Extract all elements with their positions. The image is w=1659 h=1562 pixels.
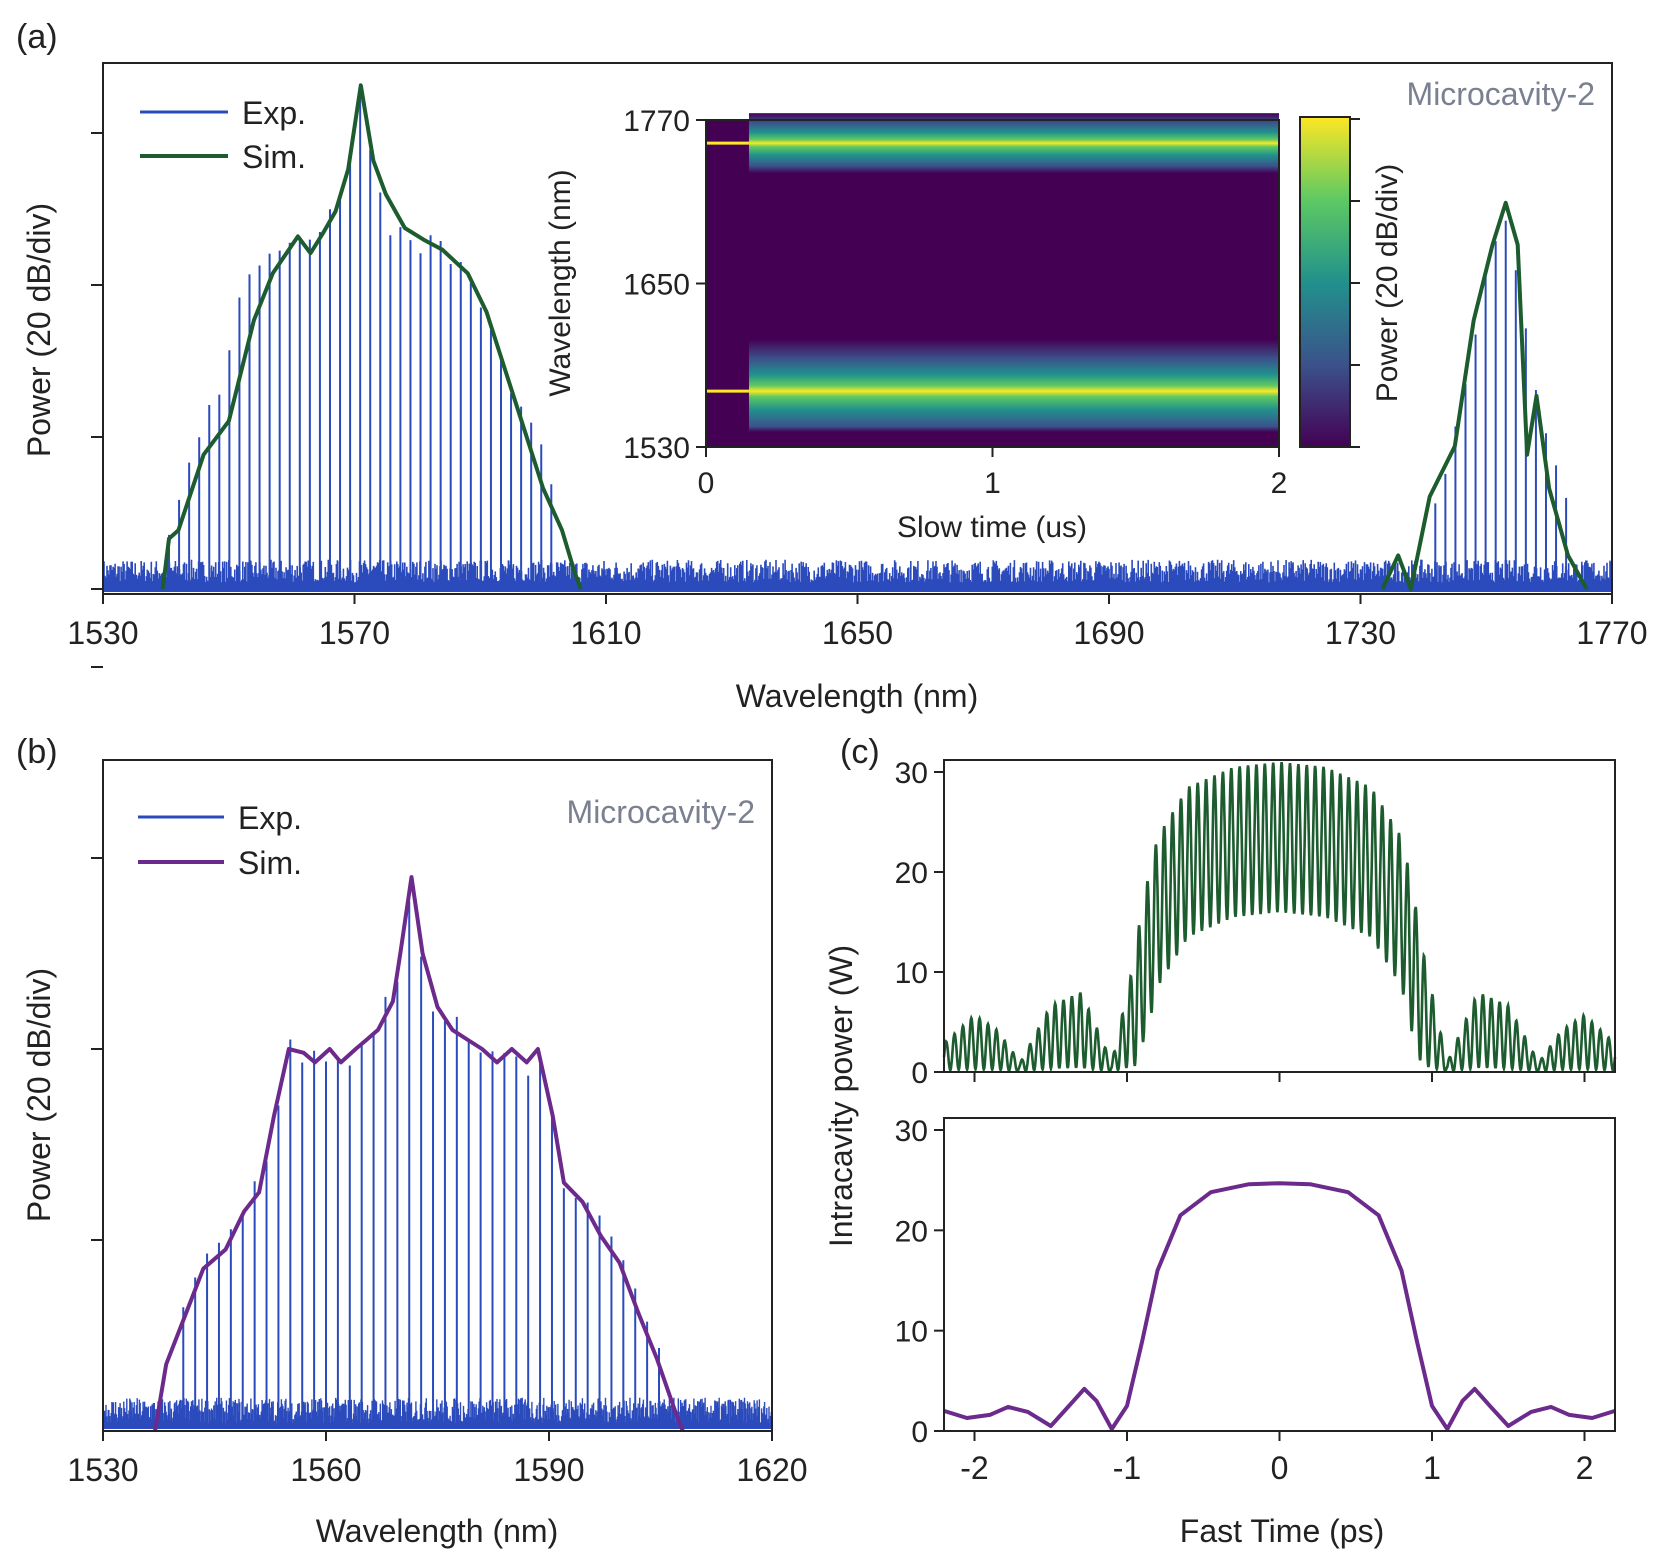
c-x-tick-label: 0 bbox=[1271, 1450, 1289, 1486]
inset-x-axis-label: Slow time (us) bbox=[897, 511, 1087, 544]
b-x-tick-label: 1620 bbox=[736, 1452, 807, 1488]
c-top-y-ticks: 0 10 20 30 bbox=[895, 757, 944, 1090]
a-x-tick-label: 1650 bbox=[822, 615, 893, 651]
panel-a: 1530 1570 1610 1650 1690 1730 1770 Wavelength … bbox=[21, 62, 1648, 714]
colorbar-label: Power (20 dB/div) bbox=[1371, 164, 1404, 402]
c-top-series bbox=[942, 762, 1617, 1074]
b-y-ticks bbox=[91, 666, 103, 1241]
c-top-line bbox=[942, 762, 1617, 1074]
a-x-tick-label: 1770 bbox=[1576, 615, 1647, 651]
inset-y-tick-label: 1530 bbox=[623, 432, 690, 465]
panel-c: 0 10 20 30 0 10 20 30 -2 -1 0 1 2 Fast Time (ps) I… bbox=[823, 757, 1617, 1549]
c-bottom-axes-frame bbox=[943, 1117, 1616, 1432]
a-sim-line bbox=[1380, 200, 1589, 591]
c-y-tick-label: 30 bbox=[895, 1115, 928, 1148]
panel-label-b: (b) bbox=[16, 733, 58, 771]
inset-band bbox=[748, 339, 1279, 433]
c-bottom-x-ticks: -2 -1 0 1 2 bbox=[960, 1431, 1593, 1486]
b-x-ticks: 1530 1560 1590 1620 bbox=[67, 1431, 808, 1488]
c-top-x-ticks bbox=[973, 1072, 1586, 1082]
b-x-tick-label: 1530 bbox=[67, 1452, 138, 1488]
c-y-axis-label: Intracavity power (W) bbox=[823, 945, 859, 1247]
inset-y-axis-label: Wavelength (nm) bbox=[544, 169, 577, 396]
c-x-tick-label: -1 bbox=[1113, 1450, 1141, 1486]
a-annotation: Microcavity-2 bbox=[1407, 76, 1595, 112]
panel-label-c: (c) bbox=[840, 733, 880, 771]
a-x-tick-label: 1730 bbox=[1325, 615, 1396, 651]
a-x-tick-label: 1610 bbox=[570, 615, 641, 651]
a-y-ticks bbox=[91, 132, 103, 590]
a-sim-series bbox=[160, 83, 1589, 591]
a-x-axis-label: Wavelength (nm) bbox=[736, 678, 978, 714]
colorbar-ticks bbox=[1350, 118, 1360, 448]
c-x-tick-label: -2 bbox=[960, 1450, 988, 1486]
inset-x-tick-label: 1 bbox=[984, 467, 1001, 500]
a-y-axis-label: Power (20 dB/div) bbox=[21, 203, 57, 457]
b-x-tick-label: 1590 bbox=[513, 1452, 584, 1488]
a-legend-sim-label: Sim. bbox=[242, 139, 306, 175]
inset-x-ticks: 0 1 2 bbox=[698, 447, 1288, 500]
b-y-axis-label: Power (20 dB/div) bbox=[21, 968, 57, 1222]
c-bottom-y-ticks: 0 10 20 30 bbox=[895, 1115, 944, 1449]
colorbar bbox=[1299, 116, 1351, 448]
a-x-tick-label: 1530 bbox=[67, 615, 138, 651]
b-legend-exp-label: Exp. bbox=[238, 800, 302, 836]
c-y-tick-label: 10 bbox=[895, 1316, 928, 1349]
a-x-ticks: 1530 1570 1610 1650 1690 1730 1770 bbox=[67, 594, 1648, 651]
a-x-tick-label: 1690 bbox=[1073, 615, 1144, 651]
inset-band bbox=[748, 113, 1279, 174]
b-x-axis-label: Wavelength (nm) bbox=[316, 1513, 558, 1549]
b-sim-line bbox=[153, 875, 685, 1432]
c-y-tick-label: 20 bbox=[895, 857, 928, 890]
inset-x-tick-label: 2 bbox=[1271, 467, 1288, 500]
panel-b: 1530 1560 1590 1620 Wavelength (nm) Power (… bbox=[21, 666, 808, 1549]
a-legend: Exp. Sim. bbox=[140, 95, 306, 175]
inset-y-ticks: 1530 1650 1770 bbox=[623, 105, 706, 465]
b-legend: Exp. Sim. bbox=[138, 800, 302, 881]
inset-heatmap bbox=[706, 113, 1279, 447]
c-y-tick-label: 0 bbox=[911, 1416, 928, 1449]
b-x-tick-label: 1560 bbox=[290, 1452, 361, 1488]
c-y-tick-label: 10 bbox=[895, 957, 928, 990]
inset-y-tick-label: 1770 bbox=[623, 105, 690, 138]
inset-x-tick-label: 0 bbox=[698, 467, 715, 500]
a-x-tick-label: 1570 bbox=[319, 615, 390, 651]
c-x-tick-label: 2 bbox=[1576, 1450, 1594, 1486]
c-x-axis-label: Fast Time (ps) bbox=[1180, 1513, 1384, 1549]
b-legend-sim-label: Sim. bbox=[238, 845, 302, 881]
a-legend-exp-label: Exp. bbox=[242, 95, 306, 131]
a-inset: 1530 1650 1770 0 1 2 Slow time (us) Waveleng… bbox=[544, 105, 1404, 544]
c-bottom-series bbox=[943, 1181, 1616, 1431]
c-bottom-line bbox=[943, 1181, 1616, 1431]
b-annotation: Microcavity-2 bbox=[567, 794, 755, 830]
c-y-tick-label: 0 bbox=[911, 1057, 928, 1090]
b-axes-frame bbox=[102, 759, 773, 1432]
panel-label-a: (a) bbox=[16, 18, 58, 56]
a-sim-line bbox=[160, 83, 583, 590]
b-exp-series bbox=[102, 901, 773, 1429]
c-y-tick-label: 20 bbox=[895, 1215, 928, 1248]
c-x-tick-label: 1 bbox=[1423, 1450, 1441, 1486]
inset-y-tick-label: 1650 bbox=[623, 269, 690, 302]
c-y-tick-label: 30 bbox=[895, 757, 928, 790]
b-sim-series bbox=[153, 875, 685, 1432]
